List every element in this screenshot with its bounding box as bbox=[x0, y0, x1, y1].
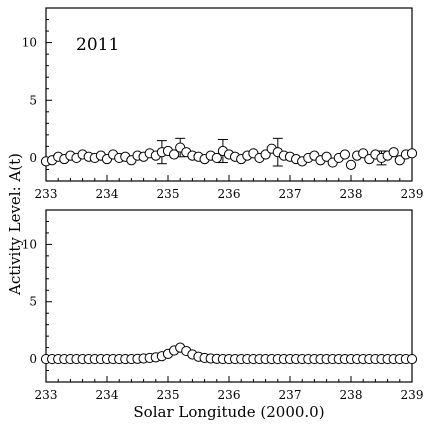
y-axis-title: Activity Level: A(t) bbox=[6, 153, 24, 296]
x-tick-label: 235 bbox=[157, 187, 180, 201]
x-tick-label: 239 bbox=[401, 187, 424, 201]
x-tick-label: 236 bbox=[218, 187, 241, 201]
x-tick-label: 235 bbox=[157, 388, 180, 402]
x-tick-label: 234 bbox=[96, 187, 119, 201]
x-tick-label: 233 bbox=[35, 187, 58, 201]
data-point bbox=[211, 152, 222, 164]
top-panel: 233 234 235 236 237 238 239 0 5 10 2011 bbox=[22, 7, 424, 201]
data-point bbox=[406, 148, 418, 159]
data-point bbox=[169, 149, 180, 160]
data-point bbox=[394, 155, 405, 166]
panel-annotation: 2011 bbox=[76, 35, 119, 55]
y-tick-label: 5 bbox=[29, 93, 37, 107]
x-axis-title: Solar Longitude (2000.0) bbox=[133, 403, 324, 421]
x-tick-label: 233 bbox=[35, 388, 58, 402]
y-tick-label: 5 bbox=[29, 295, 37, 309]
data-point bbox=[321, 151, 332, 162]
data-point bbox=[260, 149, 271, 160]
x-tick-label: 237 bbox=[279, 187, 302, 201]
y-tick-label: 0 bbox=[29, 151, 37, 165]
bottom-panel: 233 234 235 236 237 238 239 0 5 10 bbox=[22, 209, 424, 402]
data-point bbox=[406, 353, 418, 365]
y-tick-label: 10 bbox=[22, 36, 37, 50]
x-tick-label: 238 bbox=[340, 388, 363, 402]
x-tick-label: 239 bbox=[401, 388, 424, 402]
x-tick-label: 238 bbox=[340, 187, 363, 201]
x-tick-label: 234 bbox=[96, 388, 119, 402]
data-point bbox=[358, 148, 369, 159]
x-tick-label: 237 bbox=[279, 388, 302, 402]
data-point bbox=[345, 159, 357, 170]
data-point bbox=[388, 147, 399, 158]
data-point bbox=[339, 149, 350, 160]
y-tick-label: 0 bbox=[29, 352, 37, 366]
x-tick-label: 236 bbox=[218, 388, 241, 402]
y-tick-label: 10 bbox=[22, 237, 37, 251]
